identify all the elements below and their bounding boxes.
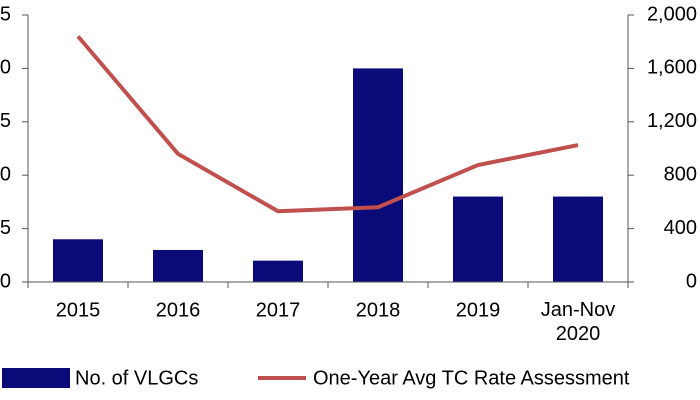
y2-tick-label: 1,200 xyxy=(647,110,697,132)
x-tick-label: 2018 xyxy=(356,299,401,321)
y2-tick-label: 0 xyxy=(686,270,697,292)
y-tick-label: 10 xyxy=(0,163,11,185)
y-tick-label: 0 xyxy=(0,270,11,292)
bar xyxy=(53,239,103,282)
legend-label: No. of VLGCs xyxy=(75,367,198,389)
y-tick-label: 5 xyxy=(0,217,11,239)
bar xyxy=(553,196,603,282)
y2-tick-label: 800 xyxy=(664,163,697,185)
bar xyxy=(353,68,403,283)
bar xyxy=(453,196,503,282)
x-tick-label: 2015 xyxy=(56,299,101,321)
y-tick-label: 15 xyxy=(0,110,11,132)
x-tick-label: 2016 xyxy=(156,299,201,321)
y-tick-label: 20 xyxy=(0,57,11,79)
legend-swatch xyxy=(2,368,70,388)
line xyxy=(76,35,579,214)
y2-tick-label: 400 xyxy=(664,217,697,239)
legend-label: One-Year Avg TC Rate Assessment xyxy=(313,367,630,389)
bar xyxy=(253,260,303,282)
bar xyxy=(153,249,203,282)
x-tick-label: 2017 xyxy=(256,299,301,321)
y-tick-label: 25 xyxy=(0,3,11,25)
x-tick-label: 2019 xyxy=(456,299,501,321)
y2-tick-label: 1,600 xyxy=(647,57,697,79)
y2-tick-label: 2,000 xyxy=(647,3,697,25)
x-tick-label: Jan-Nov 2020 xyxy=(541,299,615,345)
